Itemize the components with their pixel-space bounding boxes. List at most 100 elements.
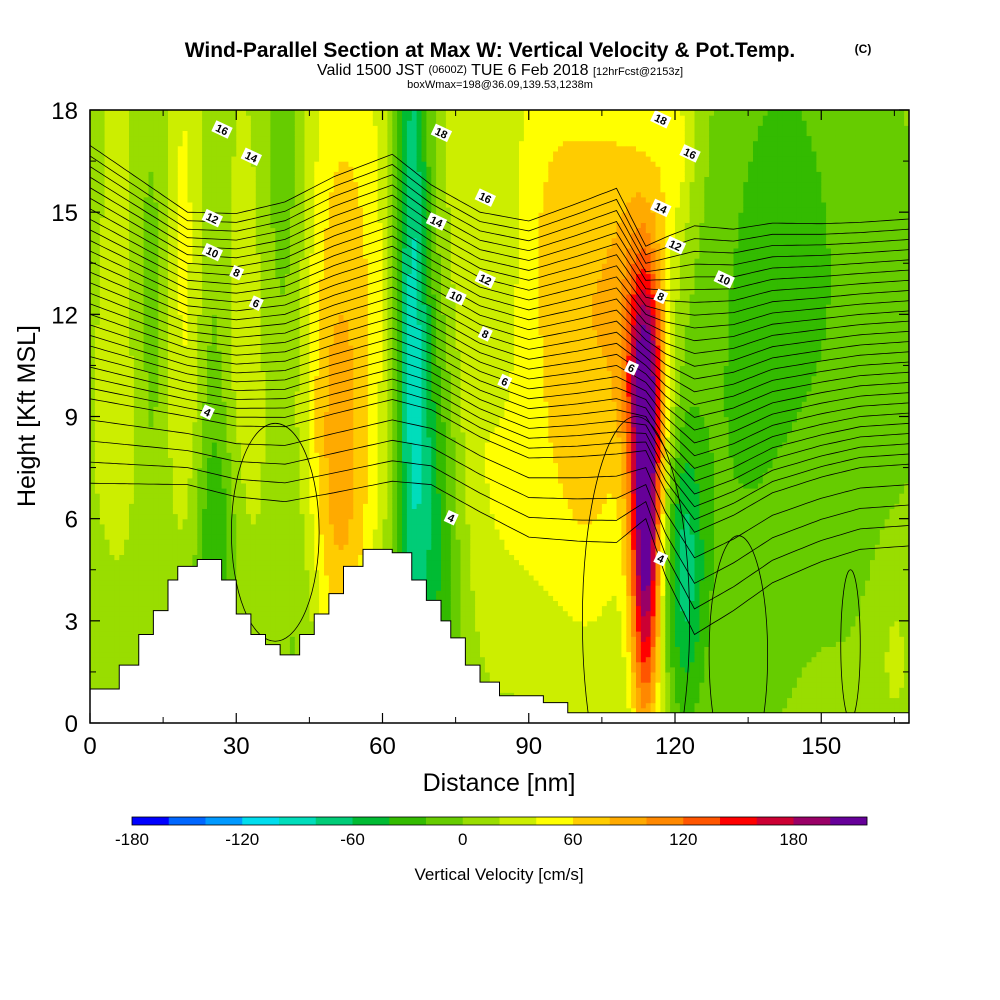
velocity-cell xyxy=(163,253,169,259)
velocity-cell xyxy=(202,549,208,555)
velocity-cell xyxy=(280,406,286,412)
velocity-cell xyxy=(188,473,194,479)
velocity-cell xyxy=(217,238,223,244)
velocity-cell xyxy=(114,641,120,647)
velocity-cell xyxy=(149,238,155,244)
velocity-cell xyxy=(197,156,203,162)
velocity-cell xyxy=(188,319,194,325)
velocity-cell xyxy=(158,376,164,382)
velocity-cell xyxy=(119,432,125,438)
velocity-cell xyxy=(222,151,228,157)
velocity-cell xyxy=(246,600,252,606)
velocity-cell xyxy=(129,626,135,632)
velocity-cell xyxy=(280,611,286,617)
velocity-cell xyxy=(153,110,159,116)
velocity-cell xyxy=(153,519,159,525)
velocity-cell xyxy=(153,156,159,162)
velocity-cell xyxy=(139,621,145,627)
velocity-cell xyxy=(202,498,208,504)
velocity-cell xyxy=(144,590,150,596)
velocity-cell xyxy=(246,141,252,147)
velocity-cell xyxy=(207,279,213,285)
velocity-cell xyxy=(119,626,125,632)
velocity-cell xyxy=(246,350,252,356)
velocity-cell xyxy=(105,621,111,627)
velocity-cell xyxy=(275,279,281,285)
velocity-cell xyxy=(163,560,169,566)
velocity-cell xyxy=(285,371,291,377)
velocity-cell xyxy=(251,590,257,596)
velocity-cell xyxy=(266,401,272,407)
velocity-cell xyxy=(202,182,208,188)
velocity-cell xyxy=(153,376,159,382)
velocity-cell xyxy=(183,401,189,407)
velocity-cell xyxy=(270,606,276,612)
velocity-cell xyxy=(100,473,106,479)
velocity-cell xyxy=(212,151,218,157)
velocity-cell xyxy=(163,427,169,433)
velocity-cell xyxy=(183,161,189,167)
velocity-cell xyxy=(105,611,111,617)
velocity-cell xyxy=(153,493,159,499)
velocity-cell xyxy=(119,182,125,188)
velocity-cell xyxy=(227,258,233,264)
velocity-cell xyxy=(163,161,169,167)
velocity-cell xyxy=(100,508,106,514)
velocity-cell xyxy=(129,641,135,647)
velocity-cell xyxy=(124,417,130,423)
velocity-cell xyxy=(290,524,296,530)
velocity-cell xyxy=(285,646,291,652)
velocity-cell xyxy=(100,110,106,116)
velocity-cell xyxy=(139,616,145,622)
velocity-cell xyxy=(144,585,150,591)
velocity-cell xyxy=(207,182,213,188)
velocity-cell xyxy=(197,222,203,228)
velocity-cell xyxy=(197,498,203,504)
velocity-cell xyxy=(134,560,140,566)
velocity-cell xyxy=(275,457,281,463)
velocity-cell xyxy=(163,488,169,494)
velocity-cell xyxy=(285,156,291,162)
velocity-cell xyxy=(285,529,291,535)
velocity-cell xyxy=(183,325,189,331)
velocity-cell xyxy=(222,233,228,239)
velocity-cell xyxy=(261,478,267,484)
velocity-cell xyxy=(95,544,101,550)
velocity-cell xyxy=(188,330,194,336)
velocity-cell xyxy=(192,146,198,152)
velocity-cell xyxy=(207,544,213,550)
velocity-cell xyxy=(134,381,140,387)
velocity-cell xyxy=(266,544,272,550)
velocity-cell xyxy=(251,565,257,571)
velocity-cell xyxy=(256,447,261,453)
velocity-cell xyxy=(197,463,203,469)
velocity-cell xyxy=(261,187,267,193)
velocity-cell xyxy=(266,575,272,581)
velocity-cell xyxy=(270,452,276,458)
velocity-cell xyxy=(105,595,111,601)
velocity-cell xyxy=(124,452,130,458)
velocity-cell xyxy=(158,473,164,479)
velocity-cell xyxy=(173,529,179,535)
velocity-cell xyxy=(124,192,130,198)
velocity-cell xyxy=(236,146,242,152)
velocity-cell xyxy=(110,325,116,331)
velocity-cell xyxy=(285,575,291,581)
velocity-cell xyxy=(241,376,247,382)
velocity-cell xyxy=(90,590,96,596)
velocity-cell xyxy=(124,631,130,637)
velocity-cell xyxy=(197,202,203,208)
velocity-cell xyxy=(163,396,169,402)
velocity-cell xyxy=(217,197,223,203)
velocity-cell xyxy=(192,442,198,448)
velocity-cell xyxy=(261,457,267,463)
velocity-cell xyxy=(139,391,145,397)
velocity-cell xyxy=(100,299,106,305)
velocity-cell xyxy=(95,570,101,576)
velocity-cell xyxy=(188,544,194,550)
velocity-cell xyxy=(173,345,179,351)
velocity-cell xyxy=(266,125,272,131)
velocity-cell xyxy=(183,437,189,443)
velocity-cell xyxy=(266,171,272,177)
velocity-cell xyxy=(246,554,252,560)
